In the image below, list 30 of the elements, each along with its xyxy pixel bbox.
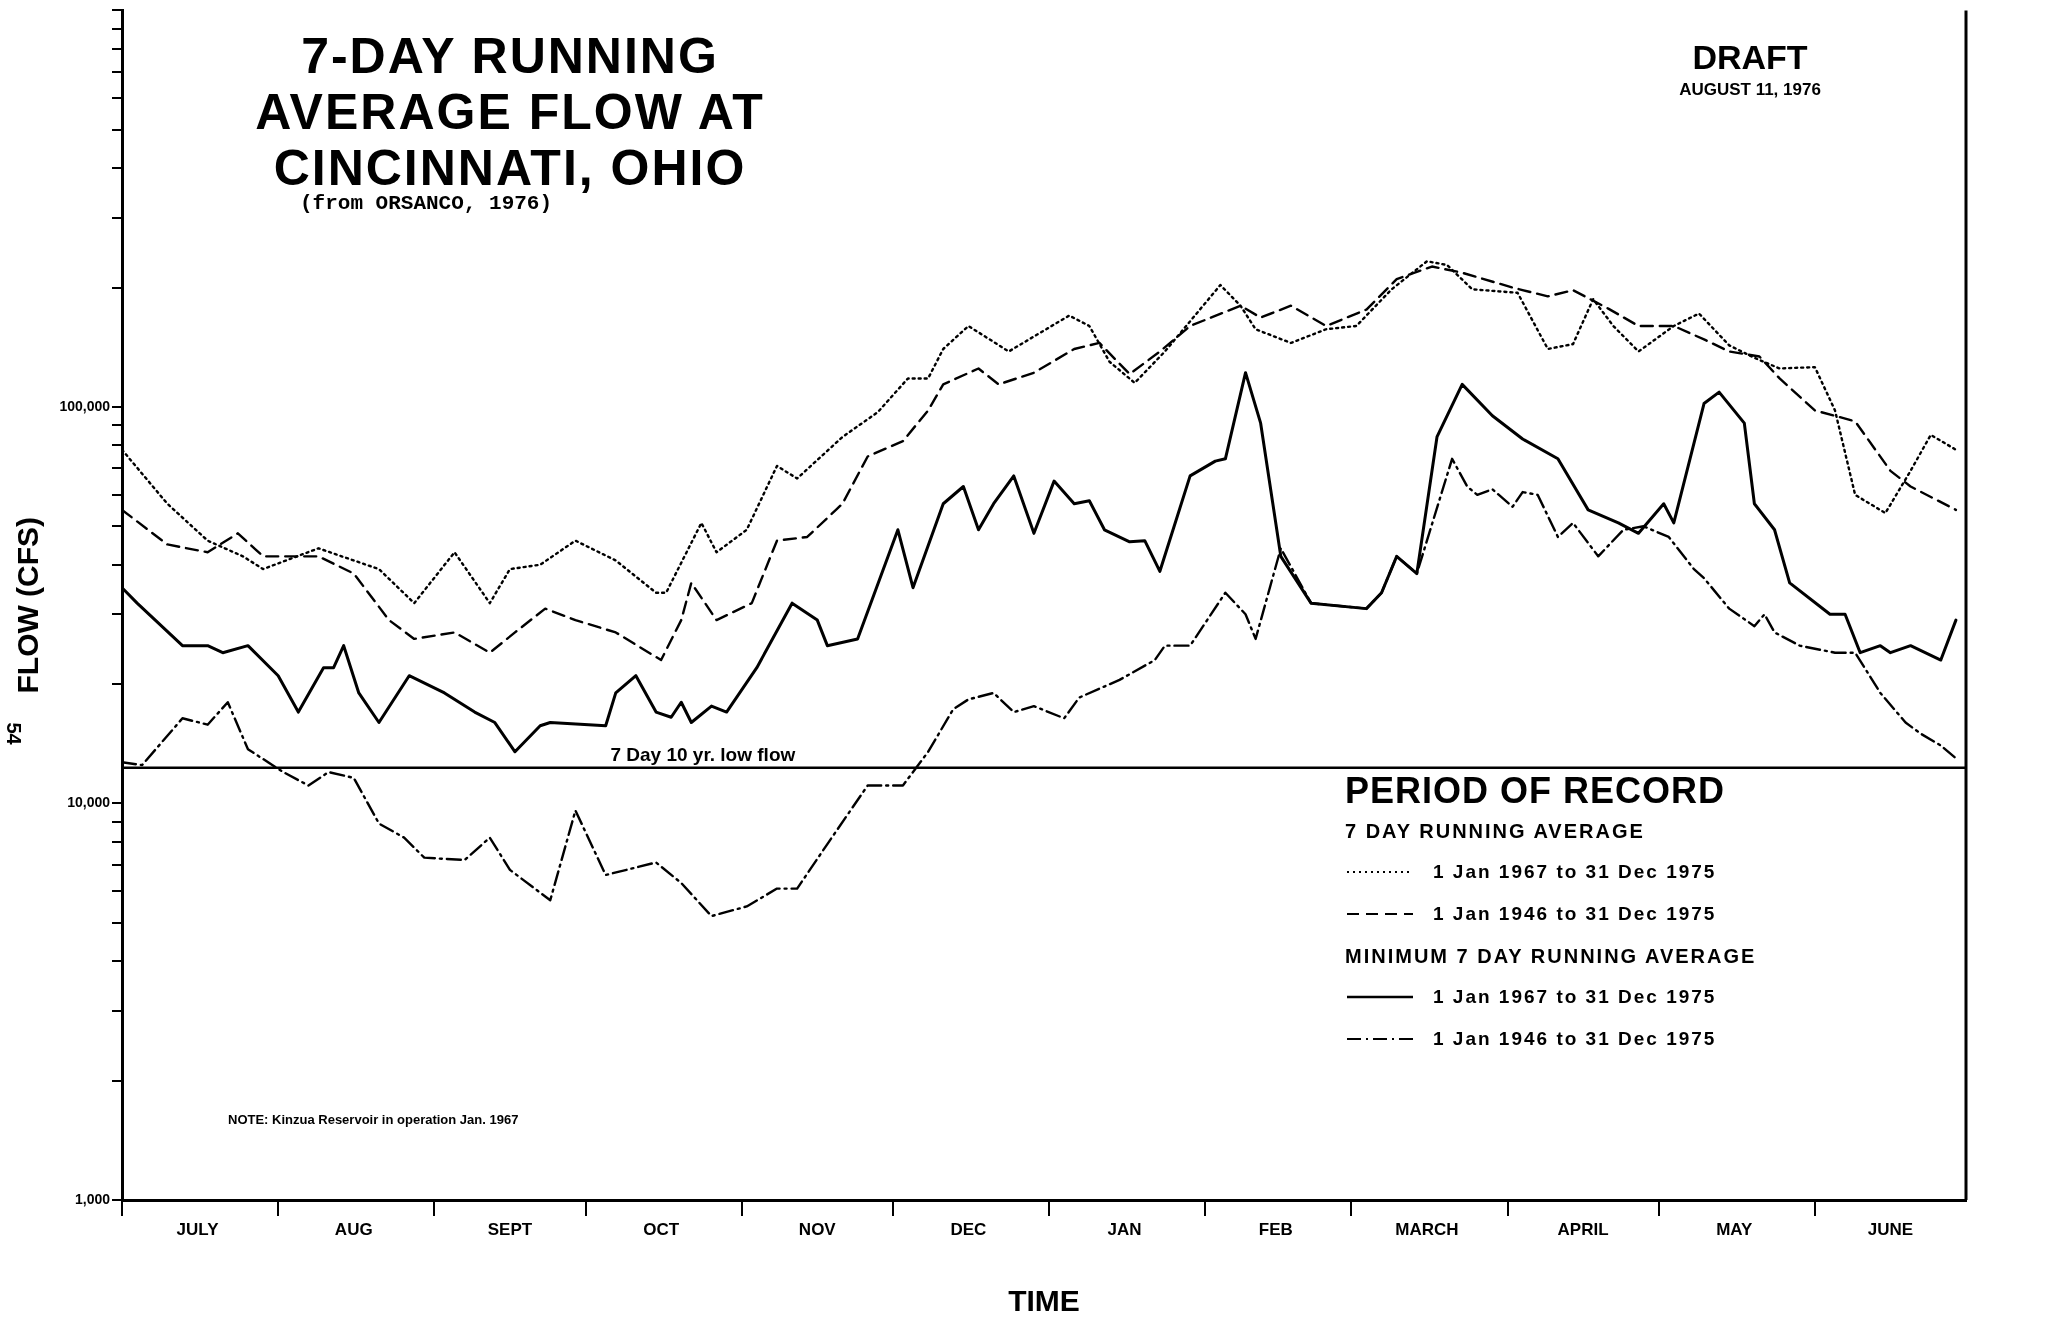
x-axis-title: TIME [1008,1284,1080,1318]
legend-title: PERIOD OF RECORD [1345,770,1727,812]
y-axis-title: FLOW (CFS) [11,516,45,694]
legend-label: 1 Jan 1946 to 31 Dec 1975 [1433,903,1717,925]
annotation: AUGUST 11, 1976 [1678,80,1822,100]
x-tick-label: JAN [1107,1219,1142,1239]
annotation: MINIMUM 7 DAY RUNNING AVERAGE [1345,945,1757,968]
legend-label: 1 Jan 1946 to 31 Dec 1975 [1433,1028,1717,1050]
x-tick-label: MAY [1716,1219,1754,1239]
text: 54 [1,722,25,745]
legend-label: 1 Jan 1967 to 31 Dec 1975 [1433,861,1717,883]
y-tick-label: 1,000 [74,1190,111,1207]
ref-line-label: 7 Day 10 yr. low flow [610,743,796,765]
x-tick-label: FEB [1258,1219,1293,1239]
y-tick-label: 100,000 [59,397,111,414]
x-tick-label: AUG [334,1219,373,1239]
annotation: 7 DAY RUNNING AVERAGE [1345,820,1646,843]
x-tick-label: DEC [950,1219,987,1239]
x-tick-label: JUNE [1867,1219,1914,1239]
x-tick-label: OCT [643,1219,680,1239]
x-tick-label: MARCH [1395,1219,1459,1239]
text: (from ORSANCO, 1976) [300,192,553,215]
annotation: DRAFT [1691,38,1809,77]
x-tick-label: JULY [176,1219,220,1239]
legend-label: 1 Jan 1967 to 31 Dec 1975 [1433,986,1717,1008]
x-tick-label: NOV [798,1219,837,1239]
x-tick-label: SEPT [487,1219,533,1239]
y-tick-label: 10,000 [67,794,111,811]
x-tick-label: APRIL [1557,1219,1609,1239]
annotation: NOTE: Kinzua Reservoir in operation Jan. 1967 [228,1112,519,1127]
